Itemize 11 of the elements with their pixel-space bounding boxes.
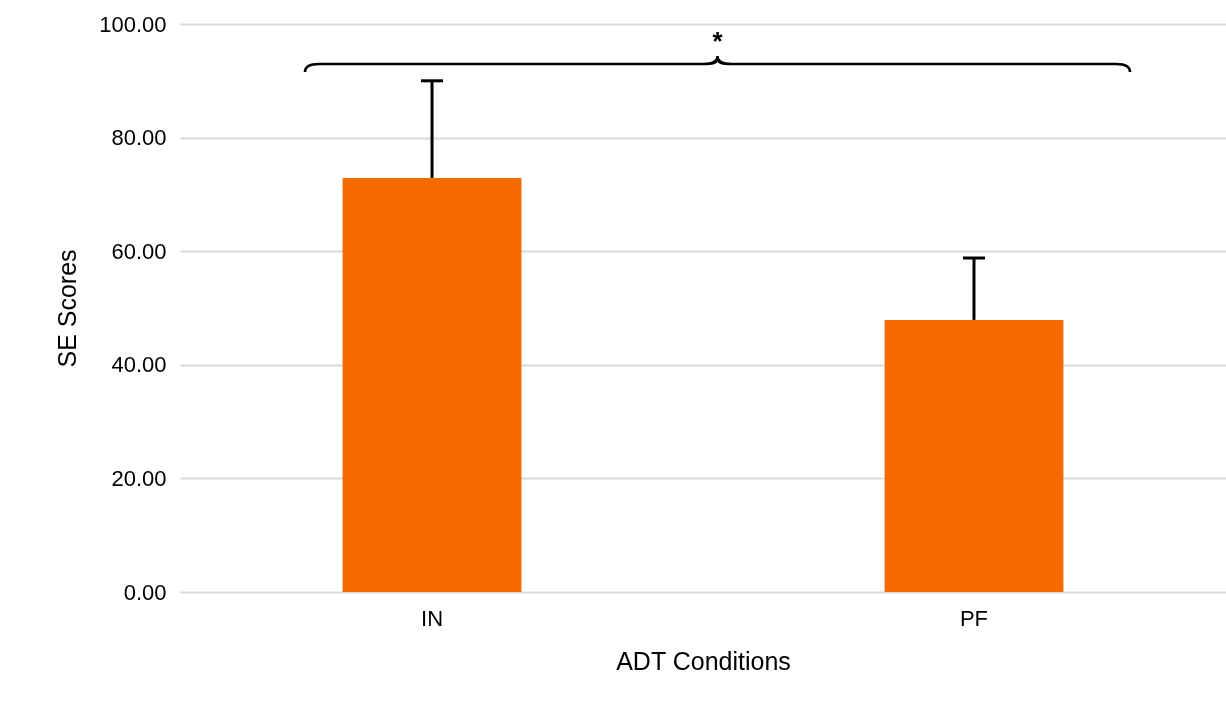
y-tick-label: 40.00 <box>111 352 167 378</box>
y-tick-label: 20.00 <box>111 465 167 491</box>
x-axis-title: ADT Conditions <box>616 646 791 675</box>
y-tick-label: 60.00 <box>111 238 167 264</box>
y-axis-title: SE Scores <box>53 249 82 368</box>
x-tick-label: PF <box>959 605 989 631</box>
x-tick-label: IN <box>421 605 444 631</box>
annotation: * <box>712 26 724 56</box>
y-tick-label: 80.00 <box>111 125 167 151</box>
y-tick-label: 0.00 <box>123 579 167 605</box>
y-tick-label: 100.00 <box>99 11 167 37</box>
